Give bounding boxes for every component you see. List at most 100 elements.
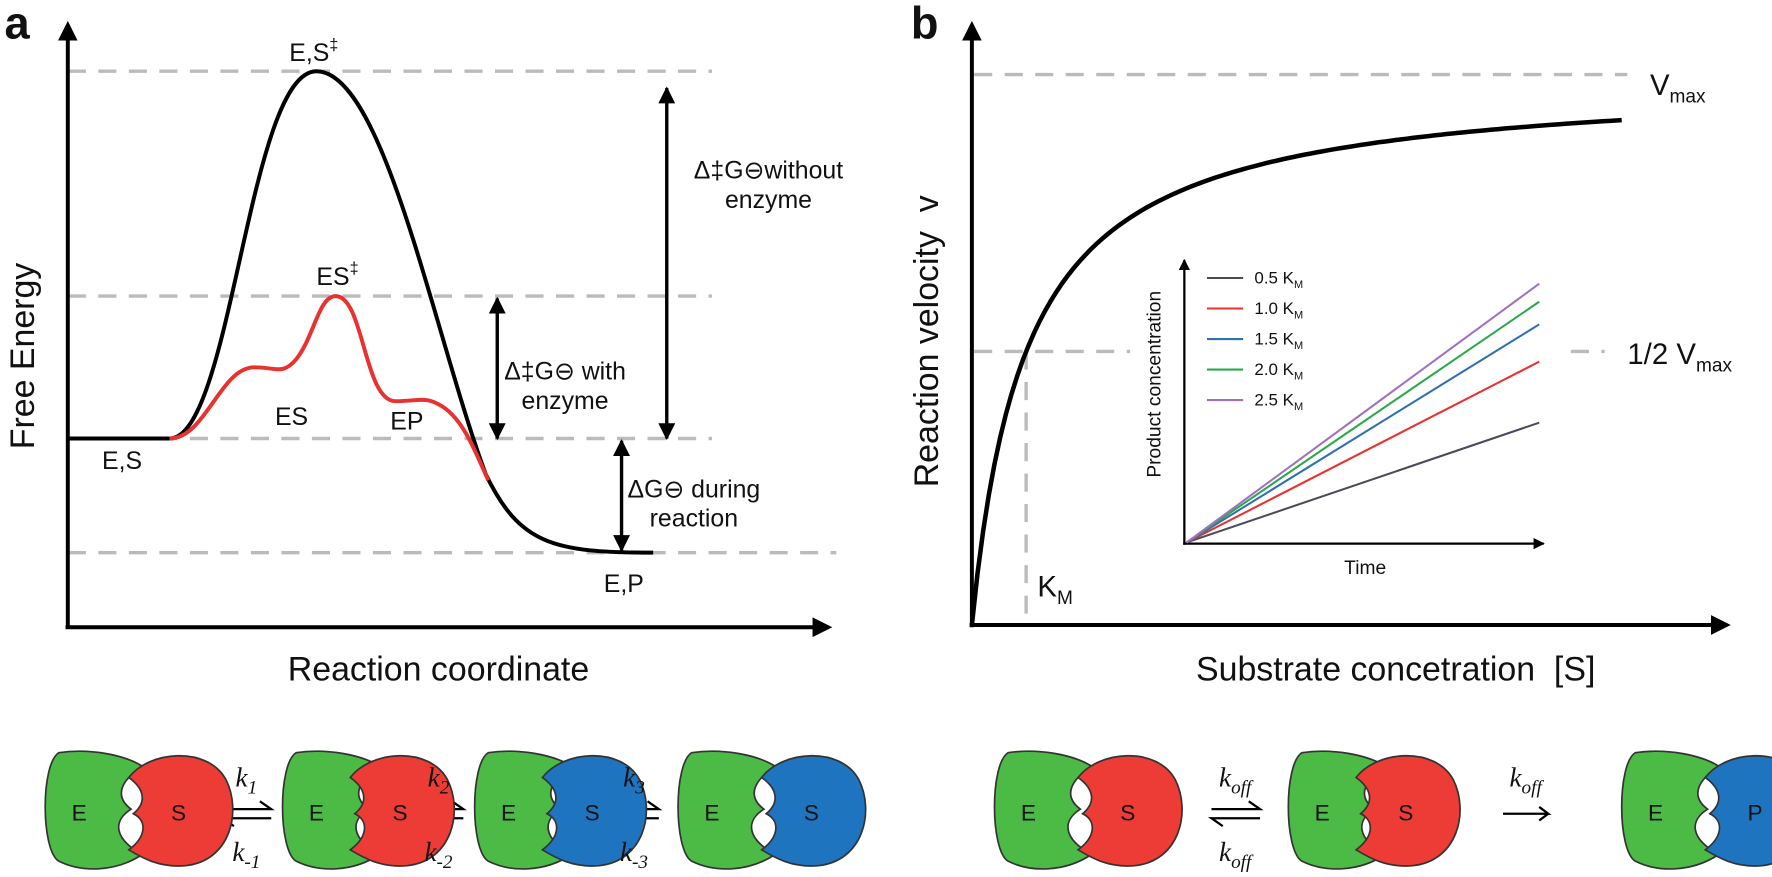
substrate-label: S (393, 800, 408, 825)
y-axis-label: Free Energy (4, 263, 42, 450)
rate-index: off (1522, 777, 1545, 798)
substrate-label: S (804, 800, 819, 825)
enzyme-shape (993, 750, 1094, 870)
rate-index: 1 (248, 777, 258, 798)
state-label-part: ES (316, 263, 349, 291)
substrate-shape (348, 754, 456, 867)
barrier-label-part: reaction (650, 505, 738, 533)
substrate-shape (127, 754, 234, 867)
substrate-label: S (171, 800, 186, 825)
substrate-label: S (1120, 800, 1135, 825)
rate-constant: k-2 (424, 837, 452, 873)
legend-label-part: M (1294, 309, 1303, 321)
enzyme-shape (677, 750, 777, 870)
km-label-part: K (1037, 571, 1057, 604)
rate-symbol: k (620, 837, 633, 867)
substrate-label: S (585, 800, 600, 825)
barrier-label-part: Δ‡G⊖without (694, 157, 843, 185)
state-label-part: ‡ (350, 260, 359, 278)
barrier-label-part: enzyme (725, 186, 812, 214)
enzyme-label: E (72, 800, 87, 825)
rate-symbol: k (428, 763, 441, 793)
substrate-shape (1076, 754, 1183, 867)
substrate-label: S (1398, 800, 1413, 825)
state-label: EP (390, 407, 423, 435)
km-label-part: M (1057, 588, 1073, 609)
rate-symbol: k (623, 763, 636, 793)
x-axis-label-part: Substrate concetration [S] (1196, 650, 1595, 688)
inset-x-label: Time (1344, 558, 1386, 579)
state-label-part: ES (275, 403, 308, 431)
rate-constant: koff (1219, 837, 1254, 873)
rate-symbol: k (424, 837, 437, 867)
panel-label: b (911, 0, 939, 48)
state-label: E,S‡ (289, 36, 338, 67)
rate-index: 2 (440, 777, 450, 798)
inset-line (1186, 421, 1540, 544)
x-axis-label: Reaction coordinate (288, 650, 589, 688)
barrier-label: enzyme (522, 387, 609, 415)
rate-index: off (1231, 777, 1254, 798)
enzyme-label: E (1648, 800, 1663, 825)
barrier-label: Δ‡G⊖without (694, 157, 843, 185)
barrier-label: ΔG⊖ during (627, 475, 760, 503)
state-label-part: E,P (604, 570, 644, 598)
rate-symbol: k (236, 763, 249, 793)
vmax-label: Vmax (1650, 69, 1706, 107)
enzyme-label: E (704, 800, 719, 825)
state-label-part: E,S (289, 39, 329, 67)
legend-label-part: M (1294, 401, 1303, 413)
inset-x-label-part: Time (1344, 558, 1386, 579)
legend-label: 2.5 KM (1254, 391, 1303, 413)
barrier-label: reaction (650, 505, 738, 533)
inset-y-label-part: Product concentration (1145, 291, 1166, 478)
inset-line (1186, 360, 1540, 544)
inset-line (1186, 323, 1540, 544)
enzyme-label: E (309, 800, 324, 825)
state-label-part: E,S (102, 447, 142, 475)
half-vmax-label-part: 1/2 V (1627, 338, 1696, 371)
enzyme-label: E (1021, 800, 1036, 825)
rate-symbol: k (1219, 837, 1232, 867)
barrier-label-part: ΔG⊖ during (627, 475, 760, 503)
state-label-part: ‡ (329, 36, 338, 54)
x-axis-label: Substrate concetration [S] (1196, 650, 1595, 688)
vmax-label-part: max (1670, 86, 1707, 107)
state-label-part: EP (390, 407, 423, 435)
inset-line (1186, 300, 1540, 544)
legend-label-part: 1.5 K (1254, 330, 1294, 349)
km-label: KM (1037, 571, 1073, 609)
panel-label-part: b (911, 0, 939, 48)
legend-label-part: 1.0 K (1254, 299, 1294, 318)
state-label: E,S (102, 447, 142, 475)
rate-constant: k-3 (620, 837, 648, 873)
substrate-shape (540, 754, 648, 867)
rate-constant: k3 (623, 763, 645, 799)
legend-label-part: 2.0 K (1254, 360, 1294, 379)
substrate-shape (760, 754, 867, 867)
rate-index: 3 (634, 777, 645, 798)
rate-symbol: k (232, 837, 245, 867)
rate-index: -3 (632, 852, 648, 873)
state-label: ES (275, 403, 308, 431)
y-axis-label-part: Reaction velocity v (908, 195, 946, 487)
rate-constant: k1 (236, 763, 258, 799)
rate-index: -1 (244, 852, 260, 873)
panel-label-part: a (5, 0, 31, 48)
rate-symbol: k (1509, 763, 1522, 793)
rate-constant: k-1 (232, 837, 260, 873)
y-axis-label-part: Free Energy (4, 263, 42, 450)
half-vmax-label-part: max (1696, 355, 1733, 376)
state-label: E,P (604, 570, 644, 598)
enzyme-shape (1620, 750, 1721, 870)
y-axis-label: Reaction velocity v (908, 195, 946, 487)
substrate-shape (1354, 754, 1461, 867)
enzyme-label: E (501, 800, 516, 825)
half-vmax-label: 1/2 Vmax (1627, 338, 1732, 376)
